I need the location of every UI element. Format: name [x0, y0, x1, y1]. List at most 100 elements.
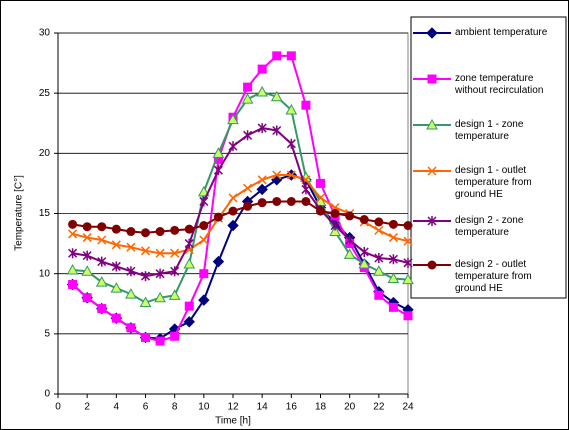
marker	[81, 265, 94, 276]
marker	[403, 236, 413, 246]
marker	[330, 209, 340, 218]
legend-label: design 1 - outlet temperature from groun…	[455, 165, 532, 200]
marker	[427, 74, 437, 84]
marker	[358, 258, 371, 269]
marker	[272, 125, 282, 136]
marker	[111, 224, 121, 234]
legend-item: design 1 - outlet temperature from groun…	[413, 165, 565, 201]
x-tick-label: 10	[198, 402, 210, 413]
marker	[184, 224, 194, 234]
y-tick-label: 15	[39, 208, 51, 219]
marker	[330, 220, 340, 231]
marker	[126, 323, 136, 333]
marker	[285, 103, 298, 115]
marker	[227, 219, 239, 232]
x-tick-label: 2	[84, 402, 90, 413]
legend-item: ambient temperature	[413, 27, 565, 39]
marker	[316, 206, 325, 216]
marker	[170, 266, 180, 277]
marker	[387, 272, 400, 283]
marker	[111, 240, 121, 250]
marker	[228, 141, 238, 152]
marker	[243, 201, 253, 211]
marker	[301, 184, 311, 195]
marker	[374, 217, 384, 227]
x-tick-label: 14	[257, 402, 269, 413]
x-tick-label: 8	[172, 402, 178, 413]
legend-swatch	[413, 119, 451, 130]
y-tick-label: 0	[44, 389, 50, 400]
marker	[168, 289, 181, 300]
y-tick-label: 20	[39, 148, 51, 159]
marker	[170, 248, 180, 258]
marker	[199, 235, 209, 245]
marker	[388, 254, 398, 265]
marker	[141, 332, 150, 342]
marker	[155, 336, 165, 346]
marker	[140, 271, 151, 282]
marker	[126, 227, 136, 237]
marker	[110, 282, 123, 293]
marker	[426, 119, 438, 130]
marker	[286, 196, 296, 206]
marker	[97, 256, 107, 267]
marker	[199, 269, 209, 279]
marker	[257, 175, 267, 185]
marker	[199, 221, 209, 231]
marker	[170, 331, 180, 341]
marker	[155, 248, 165, 258]
marker	[68, 279, 78, 289]
marker	[66, 264, 79, 275]
marker	[427, 260, 437, 270]
marker	[301, 196, 311, 206]
marker	[183, 258, 196, 269]
marker	[316, 178, 325, 188]
marker	[213, 165, 223, 176]
y-axis-label: Temperature [C°]	[14, 175, 25, 251]
x-axis-label: Time [h]	[215, 416, 251, 427]
marker	[345, 234, 355, 245]
marker	[97, 235, 107, 245]
marker	[272, 170, 282, 180]
legend-box	[410, 16, 567, 299]
marker	[228, 206, 238, 216]
marker	[427, 216, 437, 226]
legend-item: design 1 - zone temperature	[413, 119, 565, 143]
legend-swatch	[413, 74, 451, 84]
marker	[388, 302, 398, 312]
legend-item: design 2 - outlet temperature from groun…	[413, 259, 565, 295]
legend-swatch	[413, 216, 451, 226]
marker	[374, 225, 384, 235]
marker	[257, 64, 267, 74]
x-tick-label: 12	[227, 402, 239, 413]
marker	[212, 147, 225, 158]
marker	[426, 27, 438, 39]
marker	[272, 196, 282, 206]
marker	[374, 253, 384, 264]
legend-label: design 1 - zone temperature	[455, 119, 524, 142]
marker	[402, 273, 414, 285]
marker	[155, 268, 165, 279]
marker	[388, 219, 398, 229]
marker	[343, 248, 356, 259]
marker	[257, 123, 267, 134]
marker	[228, 193, 238, 203]
marker	[68, 229, 78, 239]
marker	[139, 296, 152, 308]
marker	[111, 261, 121, 272]
marker	[374, 290, 384, 300]
marker	[403, 311, 413, 321]
marker	[184, 238, 194, 249]
marker	[68, 219, 78, 229]
marker	[286, 138, 296, 149]
marker	[184, 301, 194, 311]
x-tick-label: 16	[286, 402, 298, 413]
x-tick-label: 4	[114, 402, 120, 413]
y-tick-label: 25	[39, 88, 51, 99]
marker	[270, 90, 283, 102]
x-tick-label: 20	[344, 402, 356, 413]
marker	[427, 166, 437, 176]
marker	[359, 215, 369, 225]
marker	[388, 233, 398, 243]
